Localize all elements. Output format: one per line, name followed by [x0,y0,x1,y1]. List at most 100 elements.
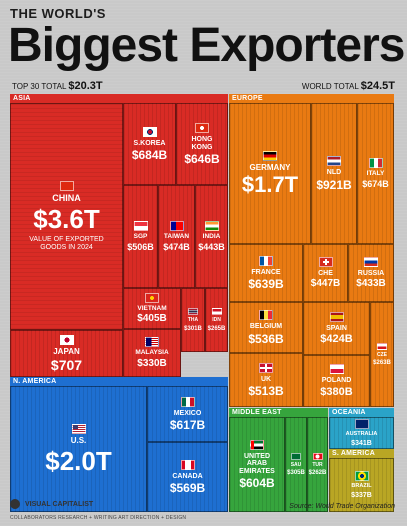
tile-value: $506B [127,241,154,252]
tile-spain: SPAIN $424B [303,302,370,355]
tile-value: $617B [169,418,206,433]
tile-value: $305B [287,470,305,477]
tile-mexico: MEXICO $617B [147,386,228,442]
region-label-middle-east: MIDDLE EAST [229,408,328,417]
tile-value: $921B [316,177,352,192]
tile-name: CHINA [52,193,81,204]
tile-value: $341B [351,439,372,447]
tile-value: $405B [137,313,167,325]
world-value: $24.5T [360,80,395,92]
tile-value: $265B [207,325,226,332]
source-note: Source: World Trade Organization [289,503,395,510]
tile-value: $262B [308,470,327,477]
flag-it-icon [368,158,383,169]
tile-value: $443B [198,241,225,252]
flag-fr-icon [259,255,273,266]
flag-th-icon [188,308,198,316]
world-label: WORLD TOTAL [301,82,359,91]
tile-italy: ITALY $674B [357,103,394,244]
flag-gb-icon [259,362,273,373]
flag-vn-icon [145,292,159,303]
region-label-oceania: OCEANIA [329,408,394,417]
region-label-asia: ASIA [10,94,228,103]
tile-name: SGP [133,233,148,241]
tile-china: CHINA $3.6T VALUE OF EXPORTED GOODS IN 202… [10,103,123,330]
tile-name: THA [187,317,199,324]
flag-my-icon [145,337,159,348]
tile-value: $707 [50,357,83,374]
tile-value: $674B [362,178,389,189]
tile-name: SPAIN [326,324,347,332]
tile-name: GERMANY [249,162,291,172]
tile-value: $3.6T [33,203,100,234]
title-kicker: THE WORLD'S [10,6,106,21]
tile-india: INDIA $443B [195,185,228,288]
logo: VISUAL CAPITALIST [10,499,93,509]
flag-ch-icon [318,256,333,267]
tile-name: VIETNAM [137,304,167,312]
tile-taiwan: TAIWAN $474B [158,185,195,288]
tile-value: $424B [320,333,353,346]
tile-sau: SAU $305B [285,417,307,512]
tile-vietnam: VIETNAM $405B [123,288,181,329]
flag-de-icon [263,150,277,161]
tile-name: ITALY [366,170,385,178]
tile-value: $646B [184,151,220,166]
flag-sg-icon [133,221,148,232]
flag-ru-icon [364,256,378,267]
tile-value: $447B [310,278,341,290]
flag-mx-icon [180,396,195,407]
tile-name: POLAND [321,377,352,385]
world-total: WORLD TOTAL $24.5T [302,80,395,92]
tile-name: NLD [326,169,342,177]
tile-value: $639B [248,277,284,292]
top30-value: $20.3T [68,80,103,92]
tile-uae: UNITED ARAB EMIRATES $604B [229,417,285,512]
tile-value: $569B [169,481,206,496]
tile-name: AUSTRALIA [345,431,378,438]
tile-value: $301B [184,325,202,332]
tile-poland: POLAND $380B [303,355,370,407]
flag-ca-icon [180,459,195,470]
tile-hongkong: HONG KONG $646B [176,103,228,185]
tile-name: UK [260,375,272,383]
tile-name: MEXICO [173,409,202,417]
tile-note: VALUE OF EXPORTED GOODS IN 2024 [29,235,104,251]
tile-value: $684B [131,148,168,163]
tile-name: MALAYSIA [135,349,169,357]
tile-australia: AUSTRALIA $341B [329,417,394,449]
region-label-europe: EUROPE [229,94,394,103]
tile-name: BRAZIL [351,483,372,490]
flag-pl-icon [329,364,344,375]
tile-idn: IDN $265B [205,288,228,352]
page-title: Biggest Exporters [8,19,405,72]
tile-name: SAU [290,461,302,468]
flag-kr-icon [142,126,157,137]
tile-name: UNITED ARAB EMIRATES [239,452,275,475]
tile-japan: JAPAN $707 [10,330,123,377]
tile-france: FRANCE $639B [229,244,303,302]
tile-name: S.KOREA [133,139,166,147]
tile-value: $433B [356,278,386,290]
tile-name: U.S. [70,436,87,446]
flag-tr-icon [312,452,323,460]
tile-skorea: S.KOREA $684B [123,103,176,185]
tile-name: FRANCE [251,268,281,276]
tile-value: $2.0T [45,445,112,476]
tile-value: $263B [373,360,391,367]
flag-be-icon [259,310,273,321]
tile-belgium: BELGIUM $536B [229,302,303,353]
tile-germany: GERMANY $1.7T [229,103,311,244]
tile-sgp: SGP $506B [123,185,158,288]
tile-malaysia: MALAYSIA $330B [123,329,181,377]
tile-name: TAIWAN [163,233,190,241]
flag-es-icon [329,311,344,322]
tile-value: $337B [351,491,372,499]
flag-jp-icon [59,334,74,345]
tile-value: $604B [239,476,275,491]
flag-cz-icon [377,342,387,350]
tile-name: RUSSIA [357,269,385,277]
header: THE WORLD'S Biggest Exporters TOP 30 TOT… [0,0,407,100]
flag-us-icon [71,424,86,435]
logo-mark-icon [10,499,20,509]
